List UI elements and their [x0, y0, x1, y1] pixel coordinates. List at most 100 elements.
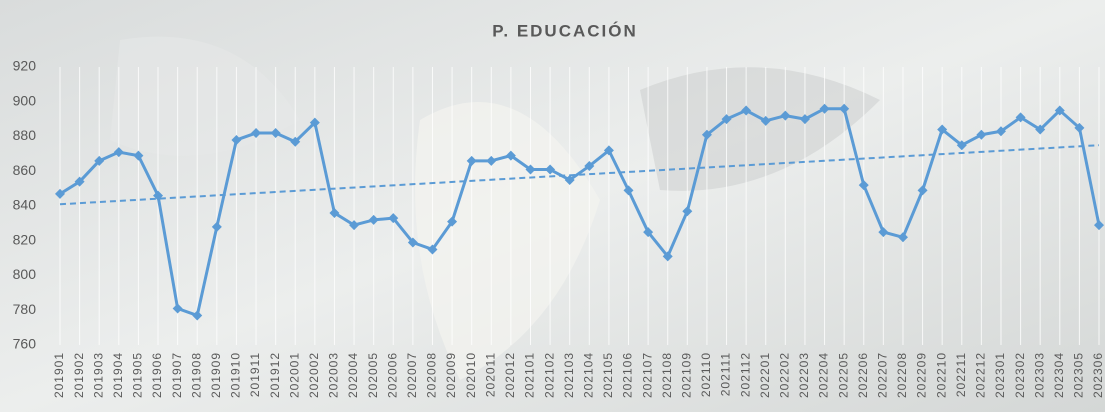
- x-tick-label: 202102: [542, 352, 556, 398]
- data-point: [329, 207, 340, 218]
- x-tick-label: 202203: [797, 352, 811, 398]
- x-tick-label: 202105: [601, 352, 615, 398]
- data-point: [701, 129, 712, 140]
- x-tick-label: 202002: [307, 352, 321, 398]
- data-point: [466, 155, 477, 166]
- data-point: [1035, 124, 1046, 135]
- data-point: [956, 140, 967, 151]
- data-point: [447, 216, 458, 227]
- x-tick-label: 202109: [679, 352, 693, 398]
- x-tick-label: 202103: [562, 352, 576, 398]
- x-tick-label: 201901: [52, 352, 66, 398]
- data-point: [407, 237, 418, 248]
- x-tick-label: 202003: [327, 352, 341, 398]
- data-point: [505, 150, 516, 161]
- x-tick-label: 201905: [131, 352, 145, 398]
- x-tick-label: 202110: [699, 352, 713, 397]
- data-point: [858, 180, 869, 191]
- x-tick-label: 202012: [503, 352, 517, 398]
- data-point: [545, 164, 556, 175]
- data-point: [94, 155, 105, 166]
- data-point: [133, 150, 144, 161]
- data-point: [643, 227, 654, 238]
- x-tick-label: 202010: [464, 352, 478, 398]
- data-point: [427, 244, 438, 255]
- data-point: [211, 221, 222, 232]
- data-point: [1054, 105, 1065, 116]
- x-tick-label: 202201: [758, 352, 772, 398]
- x-tick-label: 202212: [974, 352, 988, 398]
- x-tick-label: 201912: [268, 352, 282, 398]
- data-point: [192, 310, 203, 321]
- data-point: [113, 147, 124, 158]
- data-point: [55, 188, 65, 199]
- x-tick-label: 202104: [581, 352, 595, 398]
- data-point: [623, 185, 634, 196]
- y-tick-label: 820: [13, 231, 37, 247]
- x-tick-label: 202301: [993, 352, 1007, 398]
- data-point: [780, 110, 791, 121]
- x-tick-label: 202204: [817, 352, 831, 398]
- x-tick-label: 202302: [1013, 352, 1027, 398]
- data-point: [741, 105, 752, 116]
- x-tick-label: 201908: [189, 352, 203, 398]
- x-tick-label: 202008: [425, 352, 439, 398]
- x-tick-label: 202304: [1052, 352, 1066, 398]
- x-tick-label: 202007: [405, 352, 419, 398]
- x-tick-label: 201902: [72, 352, 86, 398]
- x-tick-label: 202107: [640, 352, 654, 398]
- data-point: [368, 214, 379, 225]
- chart-title: P. EDUCACIÓN: [492, 21, 638, 40]
- data-point: [760, 115, 771, 126]
- data-point: [270, 128, 281, 139]
- data-point: [937, 124, 948, 135]
- x-tick-label: 202210: [934, 352, 948, 398]
- data-point: [1074, 122, 1085, 133]
- data-point: [819, 103, 830, 114]
- data-point: [839, 103, 850, 114]
- x-tick-label: 202305: [1072, 352, 1086, 398]
- x-tick-label: 202207: [876, 352, 890, 398]
- data-point: [878, 227, 889, 238]
- x-tick-label: 202112: [738, 352, 752, 397]
- x-tick-label: 201907: [170, 352, 184, 398]
- background-shape: [110, 36, 300, 156]
- x-tick-label: 202009: [444, 352, 458, 398]
- y-tick-label: 780: [13, 301, 37, 317]
- data-point: [662, 251, 673, 262]
- x-tick-label: 202211: [954, 352, 968, 397]
- data-point: [682, 206, 693, 217]
- y-tick-label: 860: [13, 162, 37, 178]
- data-point: [897, 232, 908, 243]
- data-point: [917, 185, 928, 196]
- y-tick-label: 800: [13, 266, 37, 282]
- x-tick-label: 201903: [91, 352, 105, 398]
- x-tick-label: 202209: [915, 352, 929, 398]
- x-tick-label: 202108: [660, 352, 674, 398]
- data-point: [172, 303, 183, 314]
- x-tick-label: 202208: [895, 352, 909, 398]
- data-point: [1094, 220, 1104, 231]
- data-line: [59, 107, 1101, 317]
- data-point: [799, 114, 810, 125]
- x-tick-label: 201909: [209, 352, 223, 398]
- data-point: [603, 145, 614, 156]
- data-point: [584, 161, 595, 172]
- x-tick-label: 201910: [229, 352, 243, 398]
- data-point: [309, 117, 320, 128]
- data-point: [74, 176, 85, 187]
- data-point: [721, 114, 732, 125]
- y-tick-label: 900: [13, 92, 37, 108]
- y-tick-label: 880: [13, 127, 37, 143]
- x-tick-label: 202001: [287, 352, 301, 398]
- x-tick-label: 202306: [1091, 352, 1105, 398]
- x-tick-label: 202006: [385, 352, 399, 398]
- data-point: [486, 155, 497, 166]
- data-point: [153, 190, 164, 201]
- y-tick-label: 920: [13, 58, 37, 74]
- plot-area: 760 780 800 820 840 860 880 900 920 201901 201902 2…: [13, 58, 1105, 398]
- x-tick-label: 201911: [248, 352, 262, 397]
- data-point: [388, 213, 399, 224]
- data-point: [995, 126, 1006, 137]
